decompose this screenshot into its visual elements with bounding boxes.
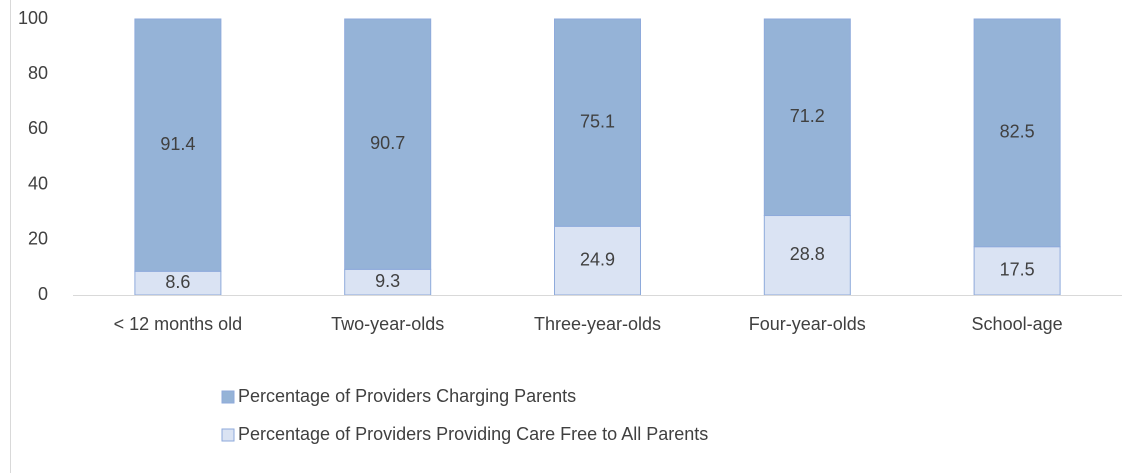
bar-segment: [973, 246, 1061, 296]
bar-segment: [554, 18, 641, 227]
bar-segment: [134, 18, 222, 272]
y-tick-label: 40: [28, 173, 48, 193]
bar-segment: [344, 18, 432, 270]
legend-swatch: [221, 428, 235, 442]
legend-label: Percentage of Providers Providing Care F…: [238, 424, 708, 444]
y-tick-label: 80: [28, 63, 48, 83]
bar-segment: [763, 215, 851, 296]
x-tick-label: School-age: [972, 314, 1063, 334]
data-label: 9.3: [375, 271, 400, 291]
legend-label: Percentage of Providers Charging Parents: [238, 386, 576, 406]
bar-segment: [554, 225, 641, 296]
bar-segment: [973, 18, 1061, 248]
data-label: 90.7: [370, 133, 405, 153]
data-label: 71.2: [790, 106, 825, 126]
legend-swatch: [221, 390, 235, 404]
y-tick-label: 60: [28, 118, 48, 138]
bar-segment: [763, 18, 851, 217]
x-tick-label: < 12 months old: [114, 314, 243, 334]
data-label: 82.5: [1000, 122, 1035, 142]
x-tick-label: Four-year-olds: [749, 314, 866, 334]
data-label: 17.5: [1000, 260, 1035, 280]
x-tick-label: Two-year-olds: [331, 314, 444, 334]
y-tick-label: 0: [38, 284, 48, 304]
y-tick-label: 100: [18, 8, 48, 28]
data-label: 75.1: [580, 111, 615, 131]
data-label: 91.4: [160, 134, 195, 154]
x-tick-label: Three-year-olds: [534, 314, 661, 334]
data-label: 28.8: [790, 244, 825, 264]
y-tick-label: 20: [28, 229, 48, 249]
data-label: 8.6: [165, 272, 190, 292]
data-label: 24.9: [580, 249, 615, 269]
